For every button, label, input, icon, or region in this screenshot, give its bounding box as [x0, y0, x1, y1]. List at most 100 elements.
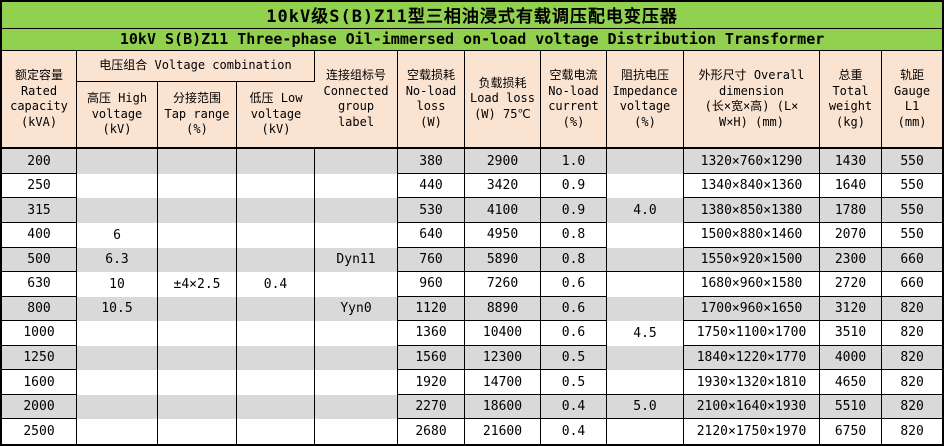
cell-no-load-current: 0.9 — [541, 173, 607, 199]
cell-connected-group — [315, 419, 398, 444]
cell-connected-group — [315, 173, 398, 199]
cell-connected-group — [315, 149, 398, 174]
cell-impedance: 4.0 — [607, 198, 684, 223]
cell-load-loss: 12300 — [465, 345, 541, 371]
cell-no-load-loss: 530 — [398, 198, 465, 223]
table-row: 1250 1560 12300 0.5 1840×1220×1770 4000 820 — [2, 345, 943, 371]
cell-total-weight: 2720 — [820, 272, 882, 297]
cell-tap-range — [158, 394, 237, 420]
cell-dimension: 1380×850×1380 — [684, 198, 820, 223]
table-row: 500 6.3 Dyn11 760 5890 0.8 1550×920×1500 2300 66… — [2, 247, 943, 273]
cell-load-loss: 3420 — [465, 173, 541, 199]
cell-dimension: 1930×1320×1810 — [684, 370, 820, 395]
cell-low-voltage — [237, 296, 315, 322]
cell-tap-range — [158, 296, 237, 322]
cell-connected-group: Yyn0 — [315, 296, 398, 322]
cell-total-weight: 4000 — [820, 345, 882, 371]
cell-capacity: 2000 — [2, 394, 77, 420]
cell-tap-range — [158, 345, 237, 371]
cell-connected-group — [315, 222, 398, 248]
cell-high-voltage — [77, 394, 158, 420]
header-load-loss: 负载损耗 Load loss (W) 75℃ — [465, 51, 541, 150]
cell-capacity: 800 — [2, 296, 77, 322]
cell-no-load-loss: 760 — [398, 247, 465, 273]
cell-low-voltage: 0.4 — [237, 272, 315, 297]
cell-gauge: 820 — [882, 370, 943, 395]
cell-no-load-loss: 960 — [398, 272, 465, 297]
cell-load-loss: 4950 — [465, 222, 541, 248]
cell-no-load-loss: 1120 — [398, 296, 465, 322]
cell-no-load-loss: 640 — [398, 222, 465, 248]
cell-impedance — [607, 345, 684, 371]
cell-capacity: 630 — [2, 272, 77, 297]
cell-gauge: 550 — [882, 222, 943, 248]
cell-load-loss: 18600 — [465, 394, 541, 420]
table-row: 1000 1360 10400 0.6 4.5 1750×1100×1700 3510 820 — [2, 321, 943, 346]
cell-load-loss: 4100 — [465, 198, 541, 223]
cell-gauge: 820 — [882, 296, 943, 322]
cell-impedance: 5.0 — [607, 394, 684, 420]
cell-high-voltage — [77, 173, 158, 199]
cell-gauge: 820 — [882, 321, 943, 346]
cell-no-load-current: 0.4 — [541, 419, 607, 444]
cell-tap-range — [158, 321, 237, 346]
cell-load-loss: 21600 — [465, 419, 541, 444]
cell-connected-group — [315, 272, 398, 297]
table-row: 2000 2270 18600 0.4 5.0 2100×1640×1930 5510 820 — [2, 394, 943, 420]
cell-tap-range — [158, 247, 237, 273]
cell-no-load-loss: 1360 — [398, 321, 465, 346]
cell-dimension: 2120×1750×1970 — [684, 419, 820, 444]
cell-impedance — [607, 272, 684, 297]
cell-capacity: 1000 — [2, 321, 77, 346]
cell-dimension: 2100×1640×1930 — [684, 394, 820, 420]
cell-gauge: 820 — [882, 394, 943, 420]
cell-capacity: 1250 — [2, 345, 77, 371]
cell-total-weight: 6750 — [820, 419, 882, 444]
cell-tap-range: ±4×2.5 — [158, 272, 237, 297]
cell-dimension: 1700×960×1650 — [684, 296, 820, 322]
cell-impedance — [607, 173, 684, 199]
cell-low-voltage — [237, 173, 315, 199]
cell-gauge: 660 — [882, 272, 943, 297]
cell-total-weight: 2070 — [820, 222, 882, 248]
cell-total-weight: 1430 — [820, 149, 882, 174]
table-row: 1600 1920 14700 0.5 1930×1320×1810 4650 820 — [2, 370, 943, 395]
cell-total-weight: 2300 — [820, 247, 882, 273]
cell-tap-range — [158, 419, 237, 444]
header-no-load-loss: 空载损耗 No-load loss (W) — [398, 51, 465, 150]
cell-low-voltage — [237, 419, 315, 444]
cell-total-weight: 1640 — [820, 173, 882, 199]
cell-high-voltage — [77, 370, 158, 395]
cell-capacity: 500 — [2, 247, 77, 273]
cell-no-load-current: 1.0 — [541, 149, 607, 174]
cell-capacity: 2500 — [2, 419, 77, 444]
cell-high-voltage: 10 — [77, 272, 158, 297]
cell-load-loss: 2900 — [465, 149, 541, 174]
cell-gauge: 820 — [882, 345, 943, 371]
cell-capacity: 1600 — [2, 370, 77, 395]
cell-gauge: 660 — [882, 247, 943, 273]
cell-no-load-current: 0.6 — [541, 321, 607, 346]
cell-low-voltage — [237, 247, 315, 273]
cell-connected-group — [315, 394, 398, 420]
cell-capacity: 200 — [2, 149, 77, 174]
header-voltage-combination: 电压组合 Voltage combination — [77, 51, 315, 82]
cell-load-loss: 8890 — [465, 296, 541, 322]
cell-no-load-current: 0.6 — [541, 296, 607, 322]
header-no-load-current: 空载电流 No-load current (%) — [541, 51, 607, 150]
cell-no-load-current: 0.5 — [541, 345, 607, 371]
header-rated-capacity: 额定容量 Rated capacity (kVA) — [2, 51, 77, 150]
cell-impedance — [607, 419, 684, 444]
cell-impedance — [607, 222, 684, 248]
cell-low-voltage — [237, 394, 315, 420]
cell-total-weight: 4650 — [820, 370, 882, 395]
cell-connected-group — [315, 198, 398, 223]
cell-no-load-current: 0.8 — [541, 247, 607, 273]
cell-no-load-loss: 2680 — [398, 419, 465, 444]
header-connected-group: 连接组标号 Connected group label — [315, 51, 398, 150]
table-row: 400 6 640 4950 0.8 1500×880×1460 2070 550 — [2, 222, 943, 248]
cell-no-load-current: 0.6 — [541, 272, 607, 297]
cell-high-voltage: 6.3 — [77, 247, 158, 273]
cell-gauge: 820 — [882, 419, 943, 444]
cell-dimension: 1840×1220×1770 — [684, 345, 820, 371]
